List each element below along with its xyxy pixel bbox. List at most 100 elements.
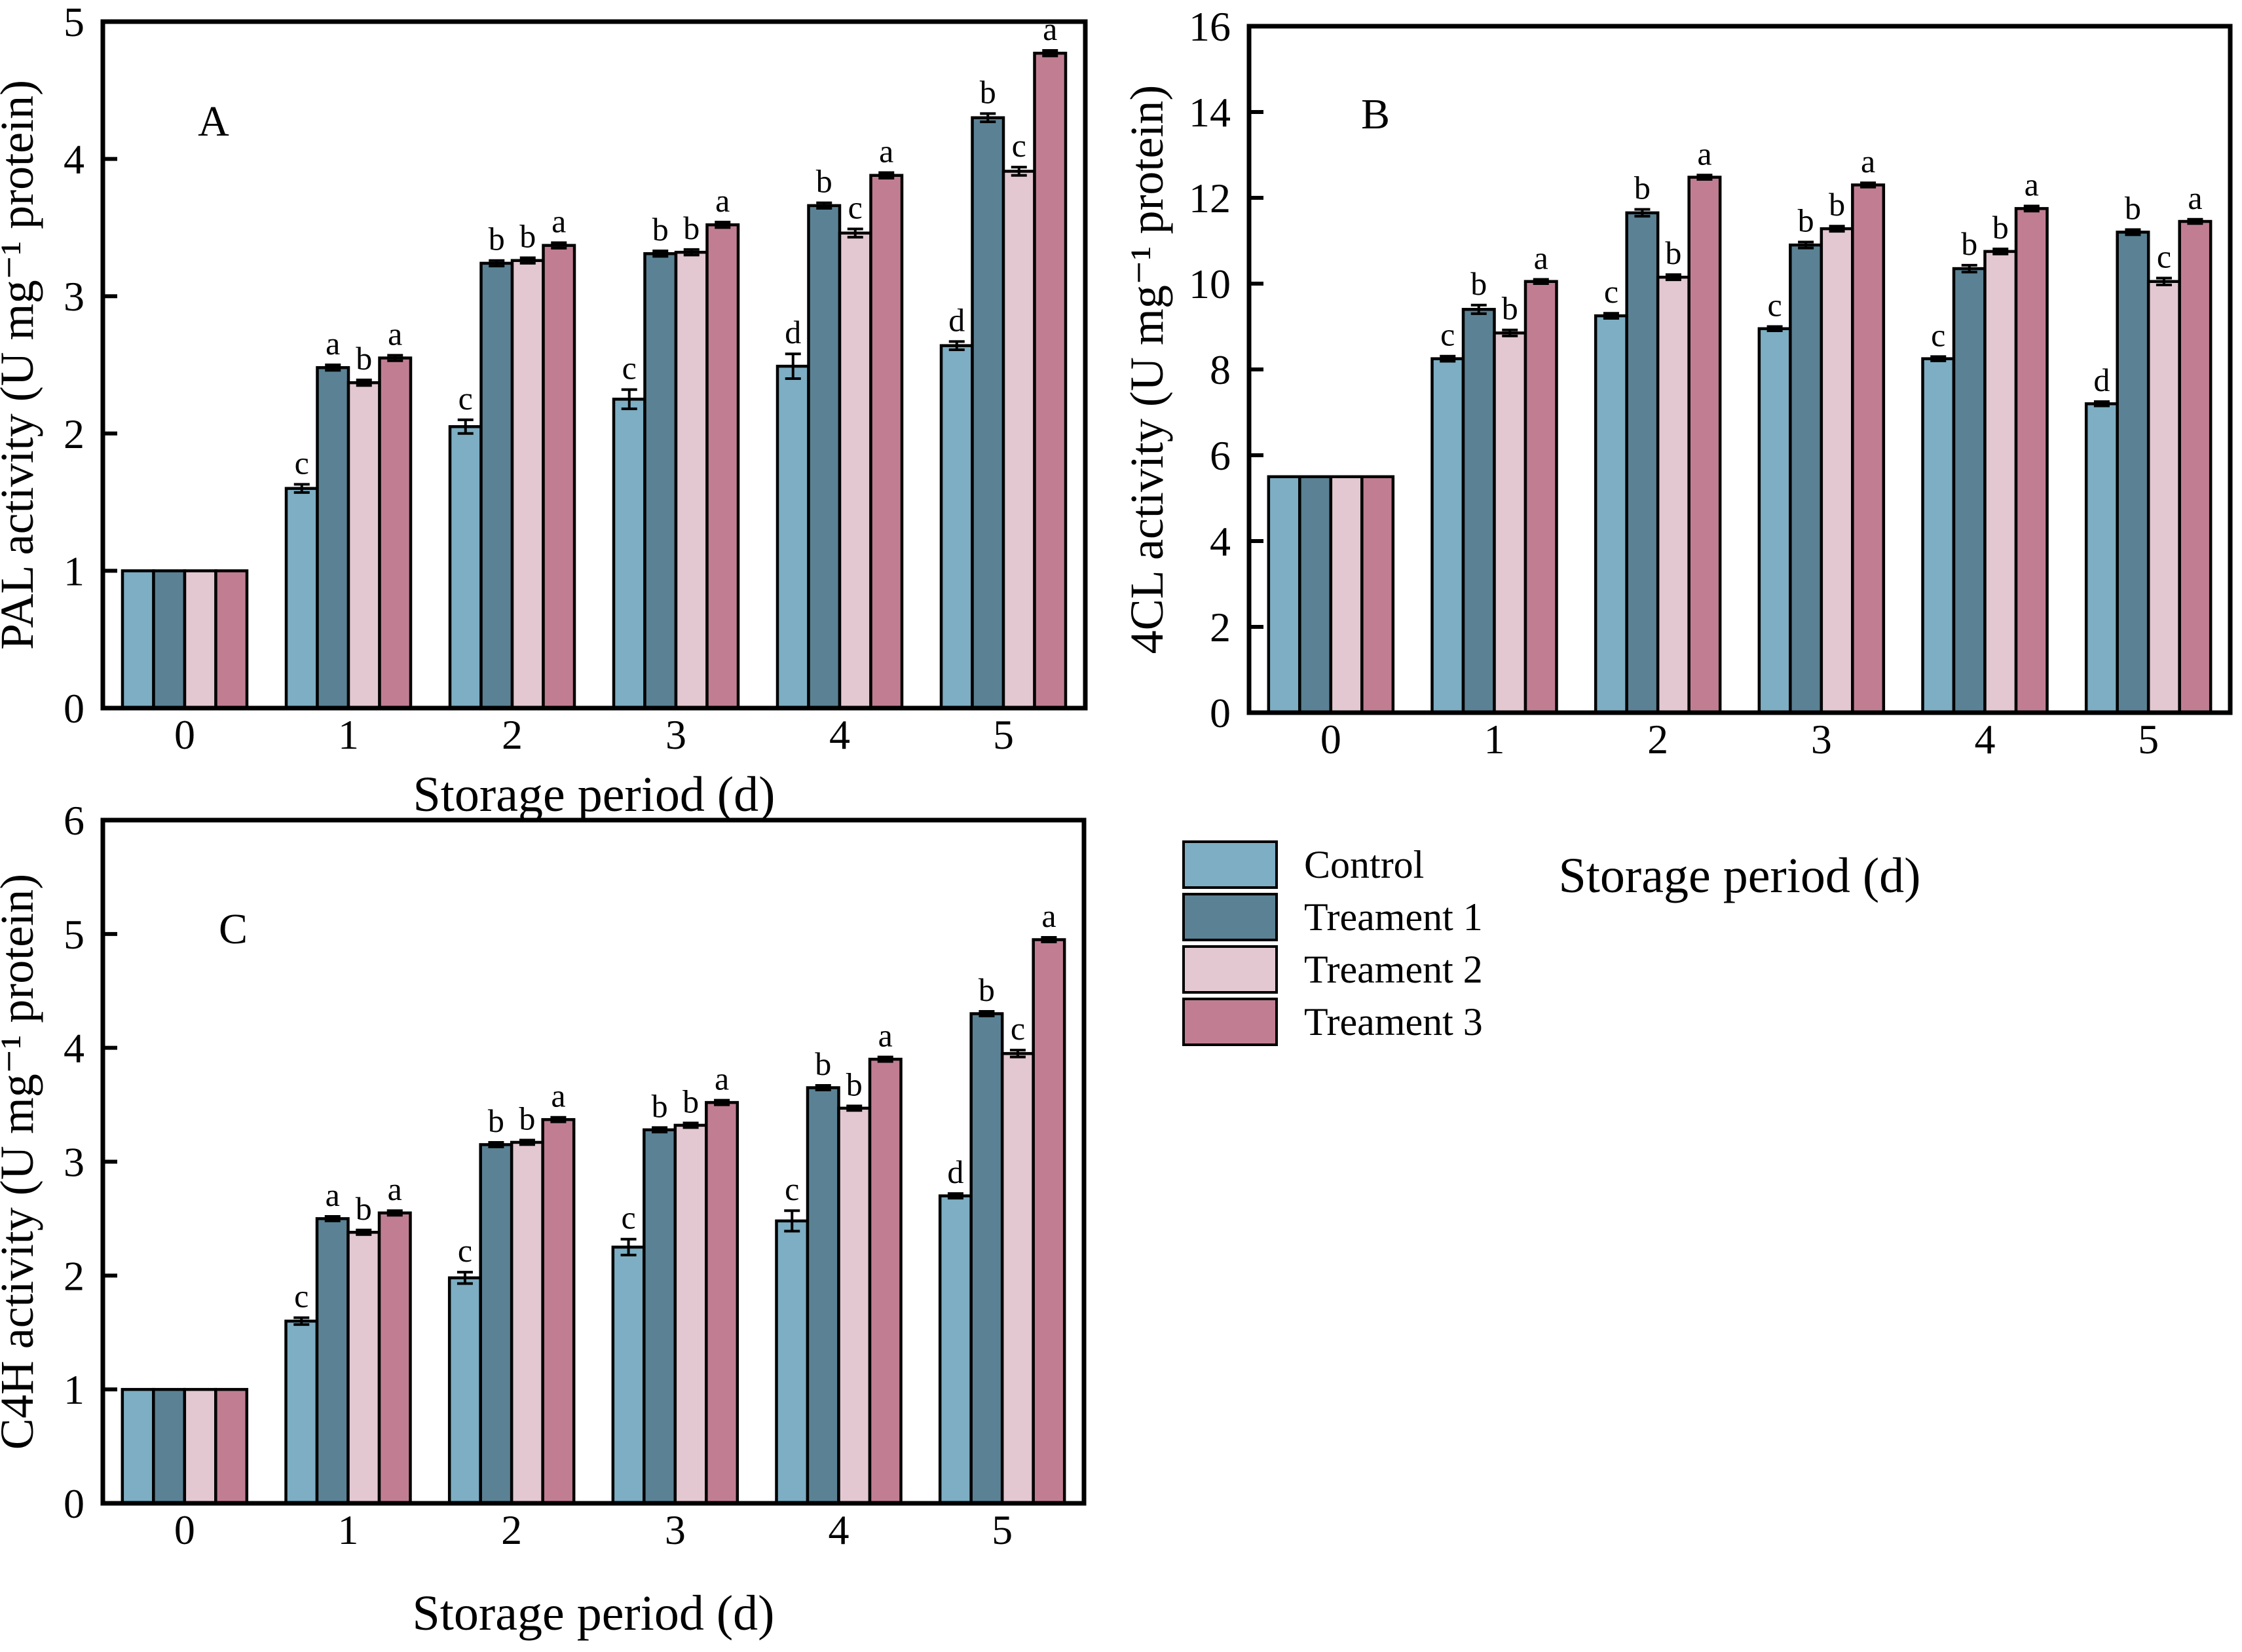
bar-treament-2-d3: [674, 250, 709, 710]
bar-control-d1: [1430, 357, 1465, 715]
bar-treament-1-d1: [1461, 308, 1496, 715]
significance-letter: a: [2188, 179, 2202, 216]
significance-letter: a: [715, 182, 730, 219]
bar-treament-3-d0: [214, 569, 249, 710]
bar-treament-1-d0: [152, 569, 187, 710]
significance-letter: c: [1012, 127, 1026, 164]
y-tick-label: 6: [1210, 432, 1231, 479]
y-axis-title: C4H activity (U mg⁻¹ protein): [0, 874, 43, 1450]
significance-letter: c: [622, 350, 637, 386]
bar-control-d4: [775, 364, 810, 710]
x-tick-label: 0: [174, 711, 195, 758]
x-tick-label: 2: [501, 1507, 522, 1553]
bar-treament-3-d5: [1032, 938, 1066, 1505]
bar-treament-1-d5: [2116, 231, 2150, 715]
significance-letter: a: [326, 325, 340, 362]
significance-letter: a: [388, 315, 402, 352]
bar-treament-2-d0: [183, 569, 217, 710]
bar-treament-2-d5: [1000, 1052, 1035, 1505]
legend-item-treament-3: Treament 3: [1182, 998, 1483, 1046]
significance-letter: a: [1861, 143, 1875, 179]
significance-letter: b: [356, 340, 372, 377]
bar-control-d5: [939, 344, 974, 710]
bar-treament-1-d1: [316, 366, 350, 710]
bar-treament-2-d1: [1493, 331, 1527, 715]
significance-letter: b: [488, 1102, 504, 1139]
bar-treament-3-d1: [378, 356, 413, 710]
bar-treament-2-d3: [673, 1123, 708, 1505]
bar-treament-3-d1: [1523, 280, 1558, 715]
x-tick-label: 1: [1484, 716, 1505, 762]
bar-treament-3-d3: [705, 223, 740, 710]
y-axis-title: 4CL activity (U mg⁻¹ protein): [1121, 85, 1173, 654]
bar-treament-2-d5: [1001, 170, 1036, 710]
y-tick-label: 1: [64, 1366, 84, 1413]
x-axis-title: Storage period (d): [1559, 848, 1921, 903]
bar-treament-2-d2: [510, 1140, 544, 1505]
significance-letter: a: [715, 1061, 729, 1097]
significance-letter: b: [356, 1190, 372, 1227]
x-tick-label: 2: [1647, 716, 1668, 762]
bar-treament-3-d0: [214, 1387, 249, 1505]
y-tick-label: 3: [64, 1139, 84, 1186]
bar-control-d5: [2084, 402, 2119, 715]
significance-letter: b: [682, 1083, 699, 1119]
bar-control-d3: [611, 1245, 646, 1505]
bar-control-d5: [938, 1194, 973, 1505]
bar-treament-1-d4: [807, 204, 842, 710]
x-tick-label: 3: [1811, 716, 1832, 762]
significance-letter: b: [846, 1066, 863, 1102]
bar-control-d2: [448, 425, 483, 710]
significance-letter: a: [878, 1017, 893, 1054]
y-tick-label: 0: [64, 685, 84, 732]
significance-letter: d: [948, 301, 965, 338]
bar-treament-1-d1: [315, 1217, 350, 1505]
significance-letter: b: [683, 210, 700, 246]
bar-treament-1-d5: [971, 116, 1005, 710]
bar-treament-3-d2: [541, 1117, 576, 1505]
significance-letter: c: [621, 1199, 635, 1236]
x-tick-label: 3: [665, 1507, 686, 1553]
significance-letter: a: [326, 1176, 340, 1213]
significance-letter: b: [1665, 235, 1681, 271]
significance-letter: a: [551, 1078, 565, 1114]
bar-treament-1-d2: [479, 1143, 514, 1505]
legend-label-control: Control: [1304, 843, 1425, 886]
x-tick-label: 0: [1320, 716, 1341, 762]
bar-treament-2-d2: [510, 259, 545, 710]
legend-item-control: Control: [1182, 840, 1483, 889]
bar-treament-3-d4: [2014, 207, 2049, 715]
bar-treament-2-d0: [1329, 475, 1364, 715]
significance-letter: b: [489, 221, 505, 257]
bar-treament-3-d1: [377, 1211, 412, 1505]
legend-item-treament-2: Treament 2: [1182, 945, 1483, 994]
bar-control-d0: [1267, 475, 1301, 715]
legend-label-treament-3: Treament 3: [1304, 1000, 1483, 1043]
bar-treament-1-d3: [1789, 243, 1823, 715]
bar-control-d2: [447, 1276, 482, 1505]
significance-letter: b: [1961, 225, 1977, 262]
significance-letter: c: [1767, 287, 1782, 324]
significance-letter: c: [458, 1232, 472, 1269]
panel-label: A: [198, 98, 229, 145]
x-tick-label: 1: [338, 711, 359, 758]
significance-letter: b: [1502, 290, 1518, 327]
y-tick-label: 6: [64, 797, 84, 844]
x-tick-label: 2: [502, 711, 523, 758]
bar-treament-2-d2: [1656, 275, 1691, 715]
x-tick-label: 4: [1975, 716, 1996, 762]
legend-label-treament-1: Treament 1: [1304, 895, 1483, 939]
bar-treament-2-d1: [346, 381, 381, 710]
y-tick-label: 16: [1189, 3, 1231, 50]
significance-letter: b: [816, 163, 832, 200]
bar-control-d3: [612, 398, 646, 710]
bar-treament-3-d5: [1033, 51, 1068, 710]
significance-letter: c: [1931, 316, 1945, 353]
legend-item-treament-1: Treament 1: [1182, 893, 1483, 941]
panel-label: C: [219, 905, 248, 953]
bar-control-d1: [284, 487, 319, 710]
